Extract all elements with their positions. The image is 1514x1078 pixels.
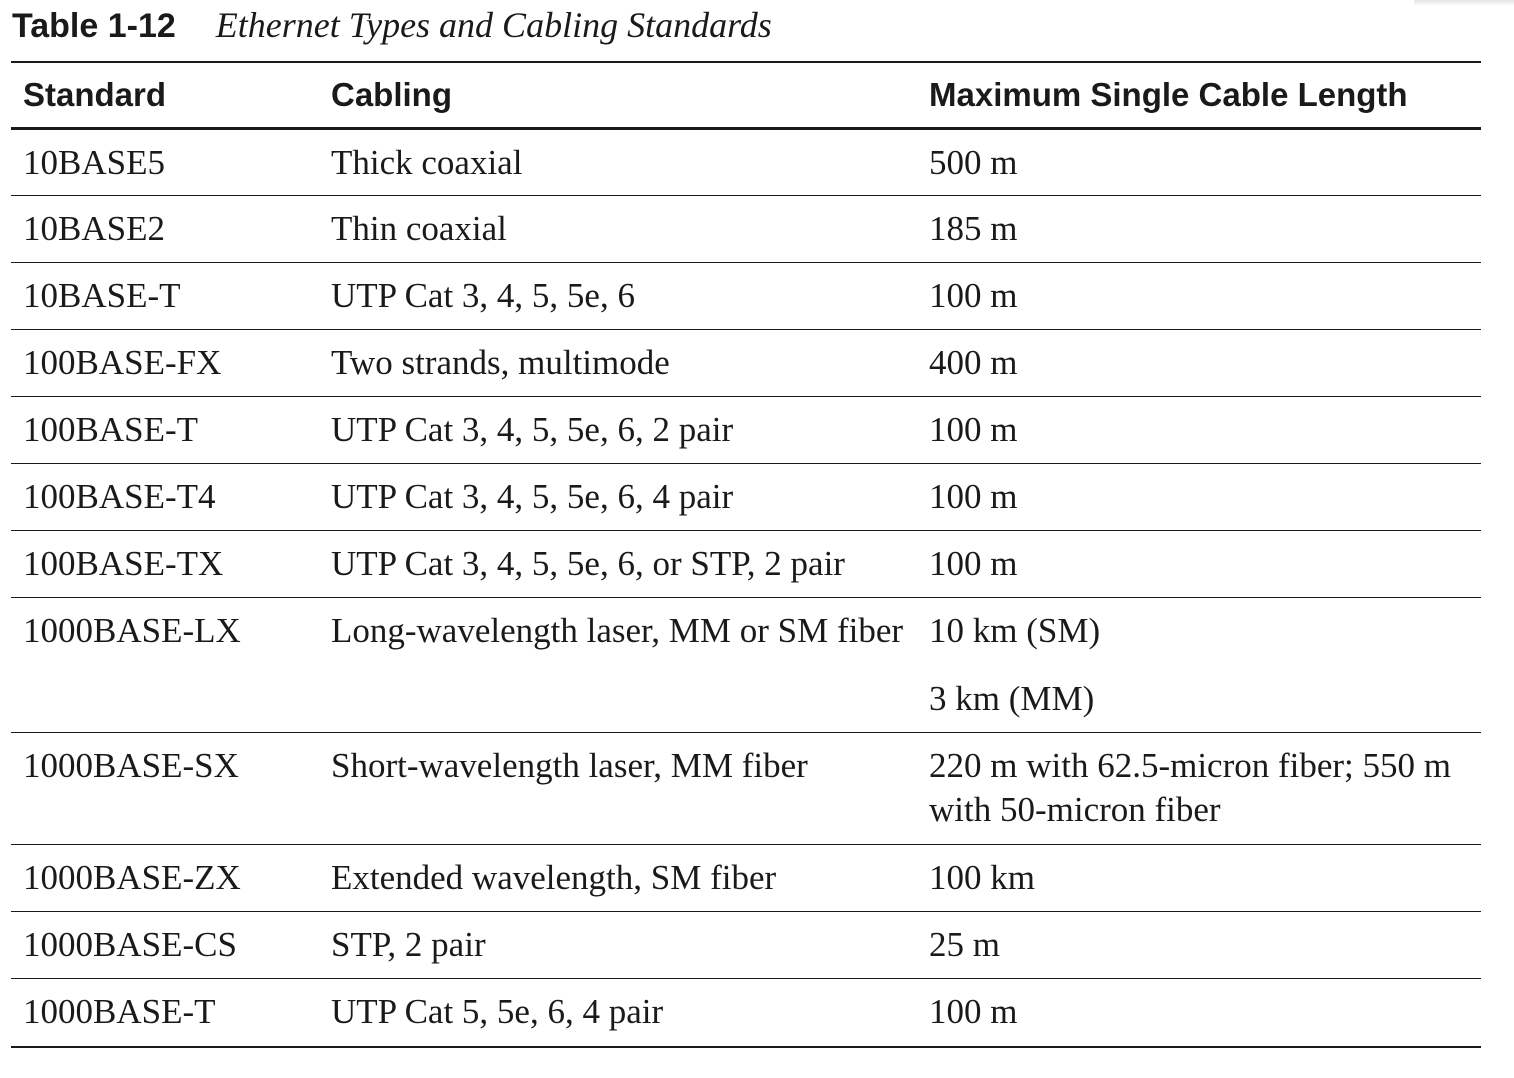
standard-cell: 100BASE-T4 bbox=[23, 477, 216, 516]
cabling-cell: Thin coaxial bbox=[331, 209, 507, 248]
table-row: 100BASE-T UTP Cat 3, 4, 5, 5e, 6, 2 pair 1… bbox=[11, 397, 1481, 464]
cabling-cell: UTP Cat 3, 4, 5, 5e, 6, 2 pair bbox=[331, 410, 734, 449]
standard-cell: 100BASE-FX bbox=[23, 343, 222, 382]
cabling-cell: UTP Cat 3, 4, 5, 5e, 6 bbox=[331, 276, 635, 315]
standard-cell: 1000BASE-LX bbox=[23, 611, 241, 650]
table-row: 100BASE-FX Two strands, multimode 400 m bbox=[11, 330, 1481, 397]
table-row: 1000BASE-SX Short-wavelength laser, MM fi… bbox=[11, 733, 1481, 845]
standard-cell: 10BASE2 bbox=[23, 209, 165, 248]
table-number: Table 1-12 bbox=[12, 7, 176, 45]
max-length-cell: 220 m with 62.5-micron fiber; 550 m with… bbox=[917, 733, 1481, 844]
max-length-cell: 100 m bbox=[917, 263, 1481, 329]
max-length-value: 100 km bbox=[929, 858, 1035, 897]
max-length-cell: 100 km bbox=[917, 845, 1481, 911]
max-length-cell: 100 m bbox=[917, 979, 1481, 1046]
table-row: 10BASE5 Thick coaxial 500 m bbox=[11, 130, 1481, 196]
standard-cell: 100BASE-TX bbox=[23, 544, 224, 583]
table-row: 1000BASE-ZX Extended wavelength, SM fiber… bbox=[11, 845, 1481, 912]
table-caption: Table 1-12 Ethernet Types and Cabling St… bbox=[12, 2, 772, 48]
cabling-cell: UTP Cat 3, 4, 5, 5e, 6, 4 pair bbox=[331, 477, 734, 516]
max-length-value: 185 m bbox=[929, 209, 1018, 248]
max-length-value: 10 km (SM) bbox=[929, 611, 1101, 650]
max-length-value: 100 m bbox=[929, 544, 1018, 583]
cabling-cell: UTP Cat 5, 5e, 6, 4 pair bbox=[331, 992, 664, 1031]
table-row: 1000BASE-LX Long-wavelength laser, MM or … bbox=[11, 598, 1481, 733]
table-row: 1000BASE-CS STP, 2 pair 25 m bbox=[11, 912, 1481, 979]
cabling-cell: Extended wavelength, SM fiber bbox=[331, 858, 777, 897]
standard-cell: 100BASE-T bbox=[23, 410, 198, 449]
cabling-cell: Short-wavelength laser, MM fiber bbox=[331, 746, 808, 785]
standard-cell: 1000BASE-ZX bbox=[23, 858, 241, 897]
max-length-value: 500 m bbox=[929, 143, 1018, 182]
max-length-cell: 25 m bbox=[917, 912, 1481, 978]
cabling-cell: Long-wavelength laser, MM or SM fiber bbox=[331, 611, 904, 650]
table-title: Ethernet Types and Cabling Standards bbox=[215, 5, 772, 45]
standard-cell: 1000BASE-T bbox=[23, 992, 216, 1031]
max-length-value: 220 m with 62.5-micron fiber; 550 m with… bbox=[929, 746, 1452, 829]
max-length-cell: 400 m bbox=[917, 330, 1481, 396]
table-row: 100BASE-T4 UTP Cat 3, 4, 5, 5e, 6, 4 pair… bbox=[11, 464, 1481, 531]
header-cabling: Cabling bbox=[331, 76, 452, 113]
table-row: 10BASE-T UTP Cat 3, 4, 5, 5e, 6 100 m bbox=[11, 263, 1481, 330]
table-row: 1000BASE-T UTP Cat 5, 5e, 6, 4 pair 100 m bbox=[11, 979, 1481, 1046]
header-standard: Standard bbox=[23, 76, 167, 113]
max-length-cell: 185 m bbox=[917, 196, 1481, 262]
max-length-cell: 500 m bbox=[917, 130, 1481, 195]
max-length-cell: 100 m bbox=[917, 531, 1481, 597]
table-header-row: Standard Cabling Maximum Single Cable Le… bbox=[11, 63, 1481, 130]
max-length-value: 25 m bbox=[929, 925, 1000, 964]
table-body: 10BASE5 Thick coaxial 500 m 10BASE2 Thin coa… bbox=[11, 130, 1481, 1046]
table-row: 10BASE2 Thin coaxial 185 m bbox=[11, 196, 1481, 263]
cabling-cell: STP, 2 pair bbox=[331, 925, 486, 964]
max-length-cell: 100 m bbox=[917, 397, 1481, 463]
max-length-value: 100 m bbox=[929, 477, 1018, 516]
cabling-cell: Thick coaxial bbox=[331, 143, 523, 182]
cabling-cell: Two strands, multimode bbox=[331, 343, 670, 382]
standard-cell: 1000BASE-SX bbox=[23, 746, 239, 785]
max-length-value: 3 km (MM) bbox=[929, 679, 1095, 718]
max-length-value: 100 m bbox=[929, 410, 1018, 449]
header-max-length: Maximum Single Cable Length bbox=[929, 76, 1408, 113]
max-length-value: 400 m bbox=[929, 343, 1018, 382]
ethernet-standards-table: Standard Cabling Maximum Single Cable Le… bbox=[11, 61, 1481, 1048]
max-length-cell: 10 km (SM) 3 km (MM) bbox=[917, 598, 1481, 732]
table-row: 100BASE-TX UTP Cat 3, 4, 5, 5e, 6, or STP… bbox=[11, 531, 1481, 598]
cabling-cell: UTP Cat 3, 4, 5, 5e, 6, or STP, 2 pair bbox=[331, 544, 845, 583]
max-length-value: 100 m bbox=[929, 276, 1018, 315]
max-length-value: 100 m bbox=[929, 992, 1018, 1031]
standard-cell: 10BASE-T bbox=[23, 276, 181, 315]
standard-cell: 10BASE5 bbox=[23, 143, 165, 182]
max-length-cell: 100 m bbox=[917, 464, 1481, 530]
standard-cell: 1000BASE-CS bbox=[23, 925, 237, 964]
page-corner-shadow bbox=[1414, 0, 1514, 6]
